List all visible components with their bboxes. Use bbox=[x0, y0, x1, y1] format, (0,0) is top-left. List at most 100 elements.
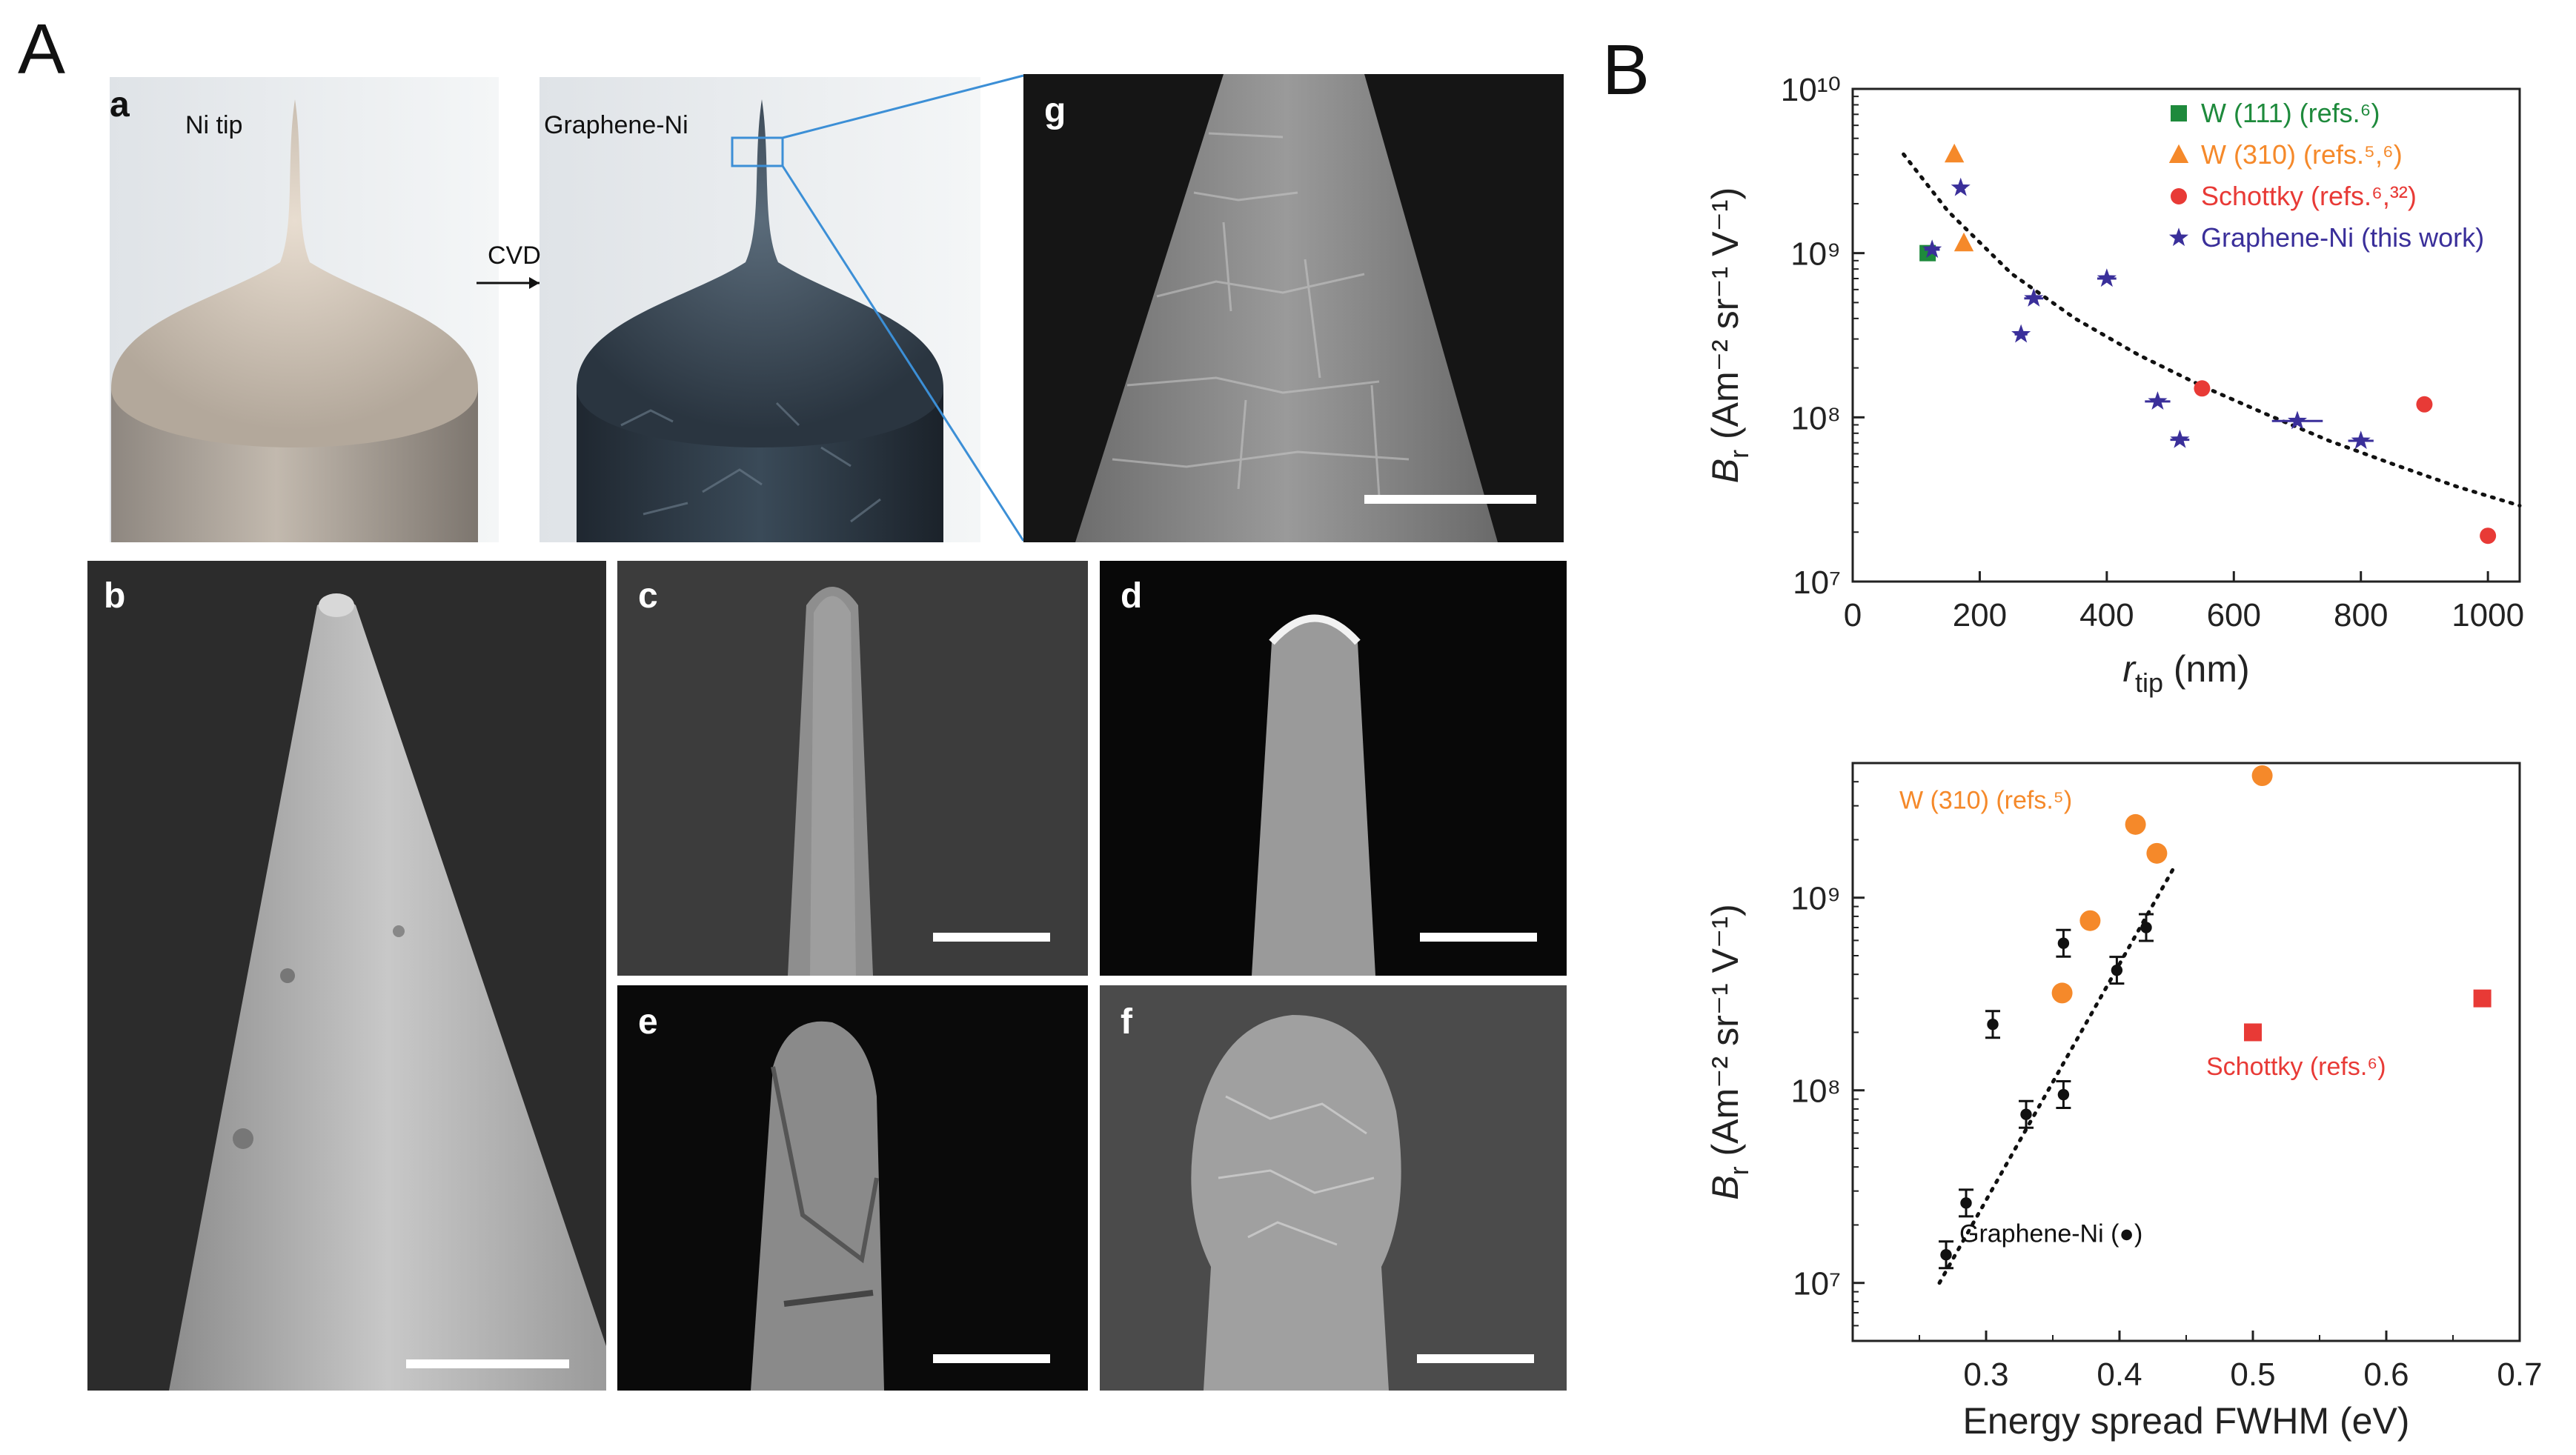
panel-a-render bbox=[110, 77, 980, 542]
panel-c-image bbox=[617, 561, 1088, 976]
bottom-data-point bbox=[2125, 813, 2146, 835]
bottom-data-point bbox=[1987, 1019, 1999, 1031]
bottom-data-point bbox=[2051, 982, 2073, 1004]
bottom-annotation-graphene: Graphene-Ni (●) bbox=[1959, 1220, 2142, 1248]
top-x-tick-label: 0 bbox=[1844, 597, 1862, 633]
bottom-x-tick-label: 0.6 bbox=[2363, 1356, 2409, 1393]
panel-e-image bbox=[617, 985, 1088, 1391]
bottom-x-tick-label: 0.7 bbox=[2497, 1356, 2542, 1393]
panel-b-sem: b bbox=[87, 561, 606, 1391]
bottom-plot-frame bbox=[1851, 762, 2521, 1342]
bottom-fit-line bbox=[1937, 868, 2175, 1285]
bottom-data-point bbox=[2057, 1088, 2070, 1101]
panel-d-image bbox=[1100, 561, 1567, 976]
panel-e-scalebar bbox=[933, 1354, 1050, 1363]
top-y-tick-label: 10¹⁰ bbox=[1781, 72, 1841, 108]
bottom-data-point bbox=[1960, 1197, 1972, 1209]
panel-f-scalebar bbox=[1417, 1354, 1534, 1363]
chart-bottom: 0.3 0.4 0.5 0.6 0.7 10⁷ 10⁸ 10⁹ Energy spread FW… bbox=[1704, 762, 2543, 1442]
panel-c-scalebar bbox=[933, 933, 1050, 942]
top-legend-label: W (111) (refs.⁶) bbox=[2201, 98, 2380, 128]
panel-f-sem: f bbox=[1100, 985, 1567, 1391]
panel-d-scalebar bbox=[1420, 933, 1537, 942]
bottom-data-point bbox=[2244, 1023, 2262, 1042]
panel-c-label: c bbox=[638, 576, 658, 616]
top-data-point bbox=[2097, 268, 2117, 287]
bottom-y-axis-label: Br (Am⁻² sr⁻¹ V⁻¹) bbox=[1704, 904, 1754, 1199]
panel-b-scalebar bbox=[406, 1359, 569, 1368]
figure-label-a: A bbox=[18, 10, 66, 89]
graphene-ni-label: Graphene-Ni bbox=[544, 111, 688, 139]
bottom-data-point bbox=[2057, 937, 2070, 949]
bottom-annotation-schottky: Schottky (refs.⁶) bbox=[2206, 1053, 2386, 1081]
top-data-point bbox=[1922, 239, 1942, 259]
panel-a: a Ni tip Graphene-Ni CVD bbox=[110, 77, 980, 542]
chart-top: 0 200 400 600 800 1000 10⁷ 10⁸ 10⁹ 10¹⁰ rtip (nm) B… bbox=[1704, 72, 2524, 698]
bottom-data-point bbox=[2473, 989, 2492, 1008]
bottom-x-tick-label: 0.3 bbox=[1963, 1356, 2008, 1393]
panel-a-label: a bbox=[110, 85, 130, 124]
panel-c-sem: c bbox=[617, 561, 1088, 976]
top-y-tick-label: 10⁹ bbox=[1790, 236, 1841, 273]
top-data-point bbox=[2351, 430, 2371, 450]
top-data-point bbox=[1944, 143, 1965, 163]
panel-g-image bbox=[1023, 74, 1564, 542]
top-data-point bbox=[2480, 527, 2497, 545]
top-x-tick-label: 800 bbox=[2334, 597, 2388, 633]
top-x-tick-label: 1000 bbox=[2451, 597, 2524, 633]
bottom-data-point bbox=[2146, 842, 2168, 864]
bottom-x-tick-label: 0.4 bbox=[2097, 1356, 2142, 1393]
top-data-point bbox=[1953, 232, 1974, 252]
panel-d-label: d bbox=[1121, 576, 1143, 616]
top-data-point bbox=[2170, 429, 2190, 448]
top-data-point bbox=[1951, 177, 1971, 196]
top-y-tick-label: 10⁷ bbox=[1793, 565, 1841, 601]
ni-tip-label: Ni tip bbox=[185, 111, 243, 139]
bottom-x-tick-label: 0.5 bbox=[2230, 1356, 2275, 1393]
panel-f-label: f bbox=[1121, 1002, 1132, 1042]
panel-b-image bbox=[87, 561, 606, 1391]
panel-g-scalebar bbox=[1364, 495, 1536, 504]
bottom-y-tick-label: 10⁹ bbox=[1790, 881, 1841, 917]
panel-g-label: g bbox=[1044, 91, 1066, 130]
bottom-data-point bbox=[2020, 1108, 2032, 1120]
bottom-annotation-w310: W (310) (refs.⁵) bbox=[1899, 787, 2072, 815]
top-legend-marker bbox=[2171, 105, 2187, 121]
top-data-point bbox=[2287, 410, 2308, 430]
top-legend-marker bbox=[2171, 188, 2187, 204]
top-x-tick-label: 200 bbox=[1953, 597, 2007, 633]
panel-f-image bbox=[1100, 985, 1567, 1391]
bottom-data-point bbox=[2079, 910, 2101, 931]
top-y-tick-label: 10⁸ bbox=[1790, 400, 1841, 436]
panel-e-label: e bbox=[638, 1002, 658, 1042]
top-plot-frame bbox=[1851, 87, 2521, 583]
top-x-tick-label: 600 bbox=[2207, 597, 2261, 633]
top-data-point bbox=[2194, 380, 2211, 397]
top-data-point bbox=[2148, 391, 2168, 410]
top-y-axis-label: Br (Am⁻² sr⁻¹ V⁻¹) bbox=[1704, 187, 1754, 483]
panel-d-sem: d bbox=[1100, 561, 1567, 976]
bottom-data-point bbox=[2111, 964, 2123, 976]
top-legend-marker bbox=[2168, 144, 2189, 163]
top-legend-label: Graphene-Ni (this work) bbox=[2201, 222, 2484, 253]
zoom-lines bbox=[781, 74, 1025, 542]
top-x-tick-label: 400 bbox=[2079, 597, 2134, 633]
panel-g-sem: g bbox=[1023, 74, 1564, 542]
bottom-data-point bbox=[1940, 1249, 1952, 1261]
top-data-point bbox=[2011, 324, 2031, 343]
panel-b-label: b bbox=[104, 576, 126, 616]
top-x-axis-label: rtip (nm) bbox=[2122, 648, 2249, 698]
top-legend-label: Schottky (refs.⁶,³²) bbox=[2201, 181, 2417, 211]
top-legend-marker bbox=[2168, 227, 2189, 247]
top-data-point bbox=[2416, 396, 2433, 413]
figure-label-b: B bbox=[1602, 30, 1650, 110]
top-legend-label: W (310) (refs.⁵,⁶) bbox=[2201, 139, 2403, 170]
panel-e-sem: e bbox=[617, 985, 1088, 1391]
bottom-data-point bbox=[2140, 922, 2152, 933]
bottom-y-tick-label: 10⁸ bbox=[1790, 1073, 1841, 1110]
top-data-point bbox=[2024, 288, 2044, 307]
bottom-x-axis-label: Energy spread FWHM (eV) bbox=[1963, 1400, 2410, 1442]
bottom-data-point bbox=[2251, 765, 2273, 787]
bottom-y-tick-label: 10⁷ bbox=[1793, 1266, 1841, 1302]
cvd-label: CVD bbox=[488, 242, 541, 270]
